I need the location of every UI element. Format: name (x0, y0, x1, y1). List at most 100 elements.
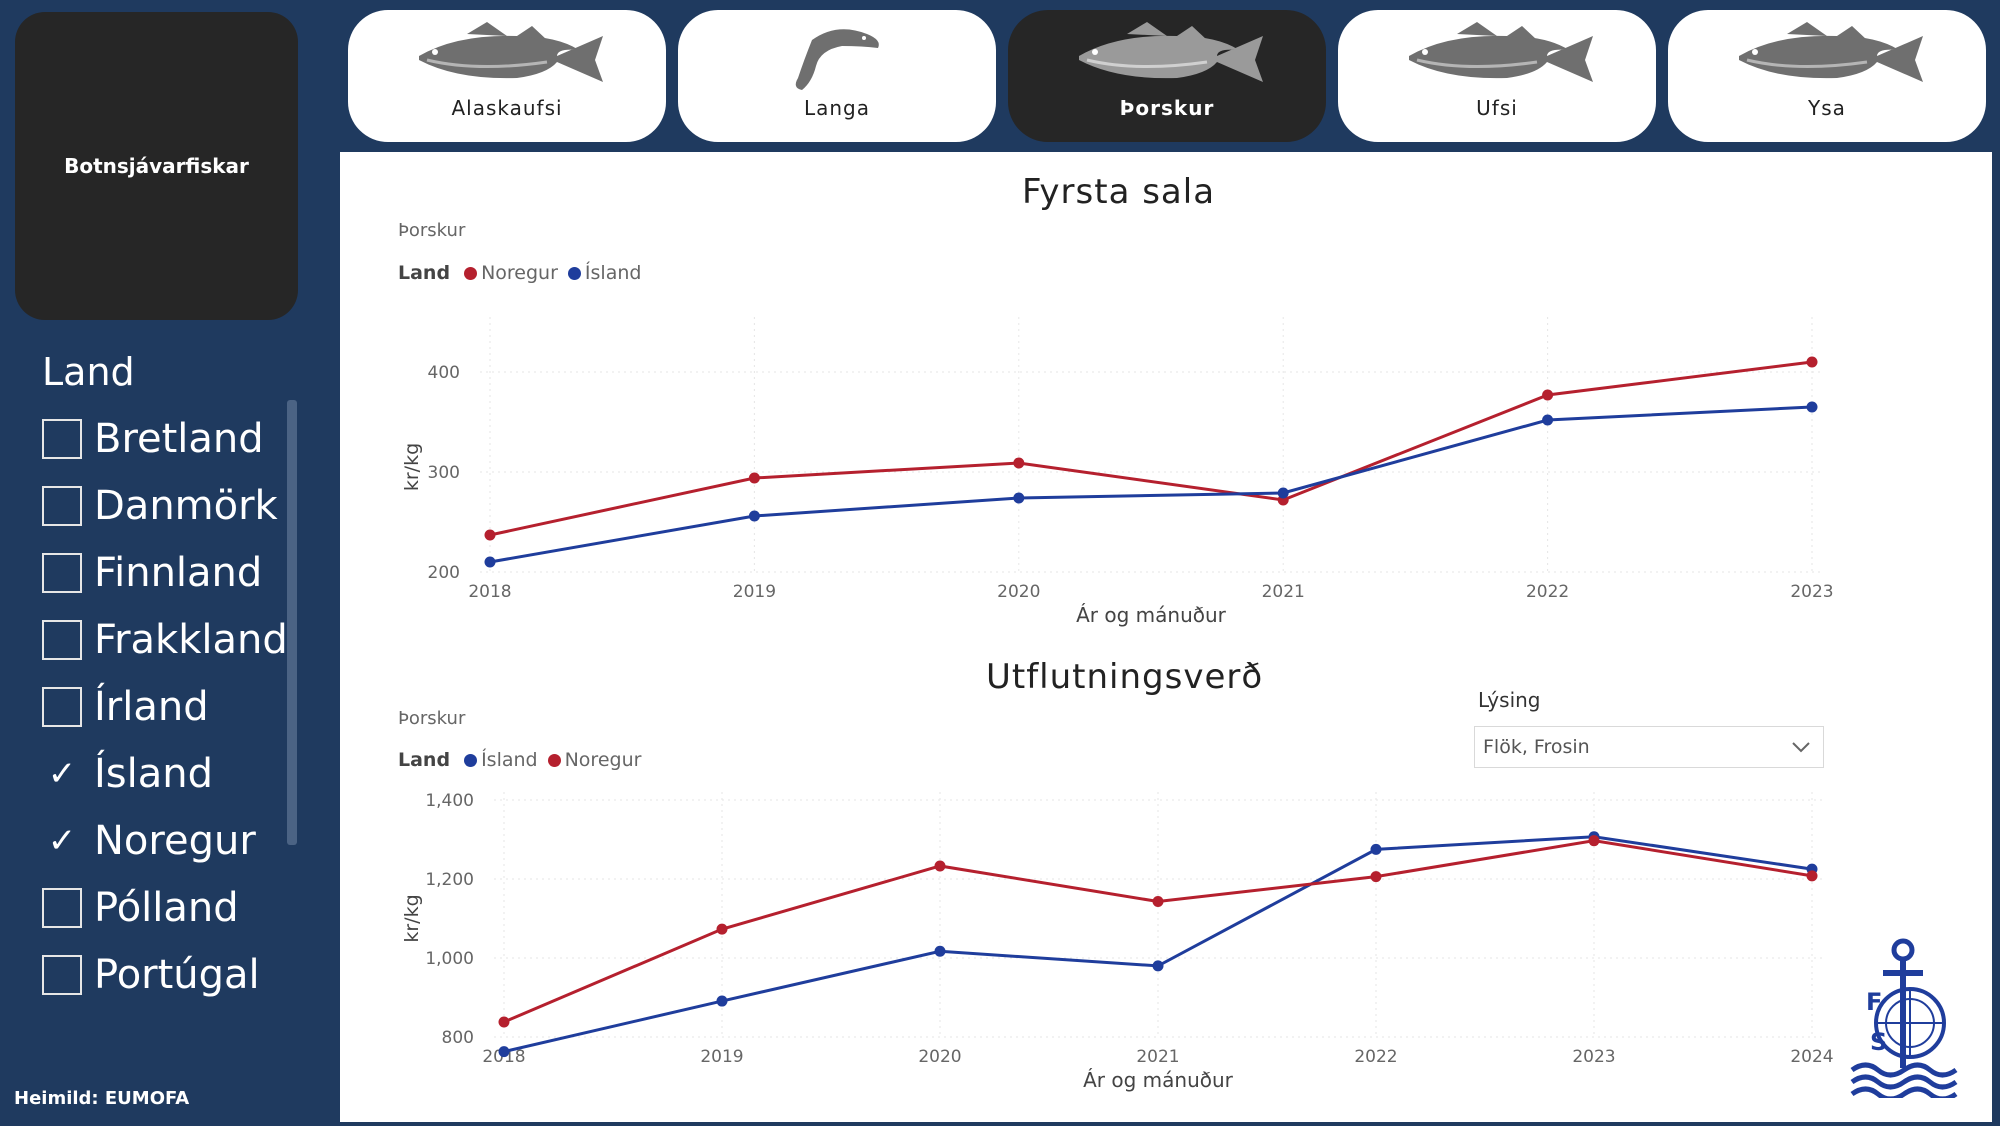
data-point (1806, 401, 1818, 413)
series-line-island (503, 835, 1813, 1054)
checkbox[interactable] (42, 954, 82, 995)
tab-4[interactable]: Ufsi (1338, 10, 1656, 142)
data-point (484, 556, 496, 568)
svg-text:S: S (1870, 1028, 1887, 1056)
x-tick-label: 2020 (918, 1047, 961, 1067)
tab-label: Langa (803, 96, 871, 120)
line-chart-first-sale[interactable]: 2018 2019 2020 2021 2022 2023 200 300 400 Ár og m… (340, 152, 1992, 632)
dropdown-value: Flök, Frosin (1483, 736, 1590, 758)
legend-entry-noregur[interactable]: Noregur (547, 749, 641, 771)
legend-export: Land Ísland Noregur (398, 749, 651, 771)
legend-dot (464, 266, 478, 280)
data-point (1152, 960, 1164, 972)
description-dropdown[interactable]: Flök, Frosin (1474, 726, 1824, 768)
series-line-noregur (503, 839, 1813, 1024)
x-tick-label: 2018 (482, 1047, 525, 1067)
slicer-item-label: Noregur (94, 817, 256, 864)
checkbox[interactable] (42, 552, 82, 593)
checkbox[interactable] (42, 686, 82, 727)
x-tick-label: 2023 (1572, 1047, 1615, 1067)
data-point (716, 995, 728, 1007)
legend-entry-island[interactable]: Ísland (567, 262, 641, 284)
haddock-fish-icon (1727, 20, 1927, 100)
chevron-down-icon (1792, 742, 1810, 753)
tab-2[interactable]: Langa (678, 10, 996, 142)
y-tick-label: 1,400 (425, 791, 474, 811)
data-point (748, 510, 760, 522)
chart-subtitle-first-sale: Þorskur (398, 220, 466, 241)
checkbox-checked[interactable]: ✓ (47, 753, 77, 794)
legend-entry-noregur[interactable]: Noregur (464, 262, 558, 284)
x-axis-label: Ár og mánuður (1083, 1068, 1234, 1092)
x-tick-label: 2023 (1790, 582, 1833, 602)
checkbox[interactable] (42, 619, 82, 660)
tab-label: Alaskaufsi (451, 96, 563, 120)
pollock-fish-icon (407, 20, 607, 100)
checkbox-checked[interactable]: ✓ (47, 820, 77, 861)
tab-label: Ysa (1808, 96, 1846, 120)
tab-5[interactable]: Ysa (1668, 10, 1986, 142)
slicer-item[interactable]: Portúgal (42, 941, 302, 1008)
y-tick-label: 300 (428, 463, 460, 483)
slicer-item-label: Portúgal (94, 951, 260, 998)
data-point (484, 529, 496, 541)
cod-fish-icon (1067, 20, 1267, 100)
legend-entry-island[interactable]: Ísland (464, 749, 538, 771)
chart-title-first-sale: Fyrsta sala (1022, 172, 1216, 212)
slicer-scrollbar[interactable] (287, 400, 297, 845)
ling-fish-icon (782, 20, 892, 100)
chart-subtitle-export: Þorskur (398, 708, 466, 729)
country-slicer: Bretland Danmörk Finnland Frakkland Írland ✓ Í… (42, 405, 302, 1008)
x-tick-label: 2021 (1136, 1047, 1179, 1067)
data-point (1588, 835, 1600, 847)
slicer-item[interactable]: Bretland (42, 405, 302, 472)
data-point (498, 1016, 510, 1028)
data-point (1013, 492, 1025, 504)
legend-dot (547, 753, 561, 767)
y-axis-label: kr/kg (401, 443, 423, 491)
checkbox[interactable] (42, 418, 82, 459)
x-tick-label: 2021 (1262, 582, 1305, 602)
data-point (1588, 831, 1600, 843)
slicer-item-label: Ísland (94, 750, 214, 797)
slicer-item-label: Frakkland (94, 616, 288, 663)
x-tick-label: 2019 (733, 582, 776, 602)
x-axis-label: Ár og mánuður (1076, 603, 1227, 627)
slicer-item[interactable]: Pólland (42, 874, 302, 941)
slicer-item[interactable]: Danmörk (42, 472, 302, 539)
chart-title-export: Utflutningsverð (986, 657, 1264, 697)
data-point (1370, 871, 1382, 883)
y-tick-label: 200 (428, 563, 460, 583)
slicer-item[interactable]: Finnland (42, 539, 302, 606)
data-point (1370, 843, 1382, 855)
slicer-item[interactable]: ✓ Noregur (42, 807, 302, 874)
slicer-item-label: Bretland (94, 415, 264, 462)
svg-text:F: F (1866, 988, 1882, 1016)
checkbox[interactable] (42, 887, 82, 928)
slicer-item[interactable]: Frakkland (42, 606, 302, 673)
tab-3[interactable]: Þorskur (1008, 10, 1326, 142)
data-point (716, 923, 728, 935)
tab-1[interactable]: Alaskaufsi (348, 10, 666, 142)
checkbox[interactable] (42, 485, 82, 526)
legend-title: Land (398, 749, 451, 771)
x-tick-label: 2019 (700, 1047, 743, 1067)
slicer-item-label: Pólland (94, 884, 239, 931)
legend-dot (567, 266, 581, 280)
saithe-fish-icon (1397, 20, 1597, 100)
slicer-item[interactable]: Írland (42, 673, 302, 740)
report-panel: Fyrsta sala Þorskur Land Noregur Ísland … (340, 152, 1992, 1122)
category-label: Botnsjávarfiskar (64, 154, 249, 178)
series-line-noregur (489, 360, 1813, 537)
y-axis-label: kr/kg (401, 894, 423, 942)
slicer-item-label: Danmörk (94, 482, 278, 529)
legend-title: Land (398, 262, 451, 284)
category-card[interactable]: Botnsjávarfiskar (15, 12, 298, 320)
filter-label: Lýsing (1478, 688, 1541, 712)
x-tick-label: 2022 (1354, 1047, 1397, 1067)
source-note: Heimild: EUMOFA (14, 1088, 190, 1109)
slicer-item[interactable]: ✓ Ísland (42, 740, 302, 807)
slicer-title: Land (42, 350, 135, 394)
data-point (934, 945, 946, 957)
x-tick-label: 2020 (997, 582, 1040, 602)
